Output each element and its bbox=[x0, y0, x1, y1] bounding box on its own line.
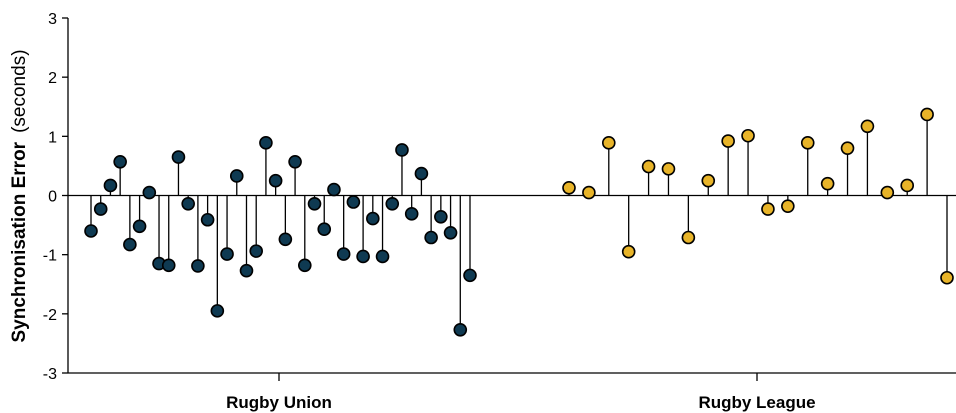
data-point bbox=[336, 247, 351, 261]
y-tick-label: 0 bbox=[48, 189, 57, 206]
data-point bbox=[327, 182, 341, 197]
data-point bbox=[278, 232, 293, 247]
data-point bbox=[741, 128, 755, 143]
markers-layer bbox=[84, 107, 954, 337]
y-tick-label: -2 bbox=[43, 307, 57, 324]
data-point bbox=[761, 202, 775, 216]
data-point bbox=[297, 258, 312, 273]
data-point bbox=[900, 178, 915, 193]
y-axis-label-unit: (seconds) bbox=[9, 49, 30, 132]
data-point bbox=[453, 323, 468, 337]
data-point bbox=[93, 202, 108, 216]
data-point bbox=[414, 166, 429, 181]
y-axis-label-main: Synchronisation Error bbox=[9, 141, 30, 342]
data-point bbox=[346, 195, 361, 209]
data-point bbox=[681, 230, 696, 245]
data-point bbox=[317, 222, 332, 237]
axes: 3 2 1 0 -1 -2 -3 Rugby Union Rugby League bbox=[43, 11, 956, 412]
x-category-label: Rugby League bbox=[698, 393, 815, 412]
data-point bbox=[434, 210, 448, 224]
data-point bbox=[171, 150, 186, 164]
data-point bbox=[641, 159, 656, 174]
data-point bbox=[84, 224, 98, 238]
data-point bbox=[404, 207, 419, 221]
data-point bbox=[142, 185, 157, 200]
data-point bbox=[268, 173, 283, 188]
data-point bbox=[661, 162, 676, 176]
data-point bbox=[395, 143, 409, 157]
data-point bbox=[820, 176, 835, 191]
data-point bbox=[385, 196, 400, 211]
data-point bbox=[132, 219, 147, 234]
data-point bbox=[582, 185, 596, 200]
y-tick-label: 3 bbox=[48, 11, 57, 28]
y-tick-label: 1 bbox=[48, 129, 57, 146]
data-point bbox=[375, 249, 390, 264]
stems-layer bbox=[90, 114, 948, 330]
y-tick-label: -3 bbox=[43, 366, 57, 383]
data-point bbox=[356, 249, 370, 264]
data-point bbox=[701, 173, 716, 188]
data-point bbox=[860, 119, 875, 134]
data-point bbox=[123, 237, 137, 252]
data-point bbox=[181, 196, 195, 211]
y-axis-label: Synchronisation Error (seconds) bbox=[9, 49, 30, 342]
data-point bbox=[424, 230, 438, 245]
data-point bbox=[103, 178, 118, 193]
data-point bbox=[800, 136, 815, 150]
data-point bbox=[721, 134, 735, 148]
data-point bbox=[307, 196, 322, 211]
data-point bbox=[113, 154, 127, 169]
data-point bbox=[940, 270, 954, 285]
data-point bbox=[239, 263, 254, 278]
data-point bbox=[200, 212, 215, 227]
data-point bbox=[621, 244, 636, 259]
data-point bbox=[161, 258, 176, 273]
y-tick-label: 2 bbox=[48, 70, 57, 87]
data-point bbox=[259, 136, 273, 150]
data-point bbox=[443, 225, 458, 240]
data-point bbox=[288, 154, 302, 169]
data-point bbox=[249, 244, 264, 258]
data-point bbox=[601, 136, 616, 150]
data-point bbox=[220, 247, 234, 261]
data-point bbox=[229, 169, 244, 183]
data-point bbox=[210, 304, 225, 318]
data-point bbox=[191, 259, 205, 273]
data-point bbox=[366, 211, 380, 226]
data-point bbox=[562, 181, 576, 195]
data-point bbox=[840, 141, 855, 155]
data-point bbox=[880, 185, 895, 200]
data-point bbox=[920, 107, 934, 122]
data-point bbox=[781, 199, 795, 213]
data-point bbox=[463, 268, 477, 283]
x-category-label: Rugby Union bbox=[226, 393, 332, 412]
y-tick-label: -1 bbox=[43, 248, 57, 265]
